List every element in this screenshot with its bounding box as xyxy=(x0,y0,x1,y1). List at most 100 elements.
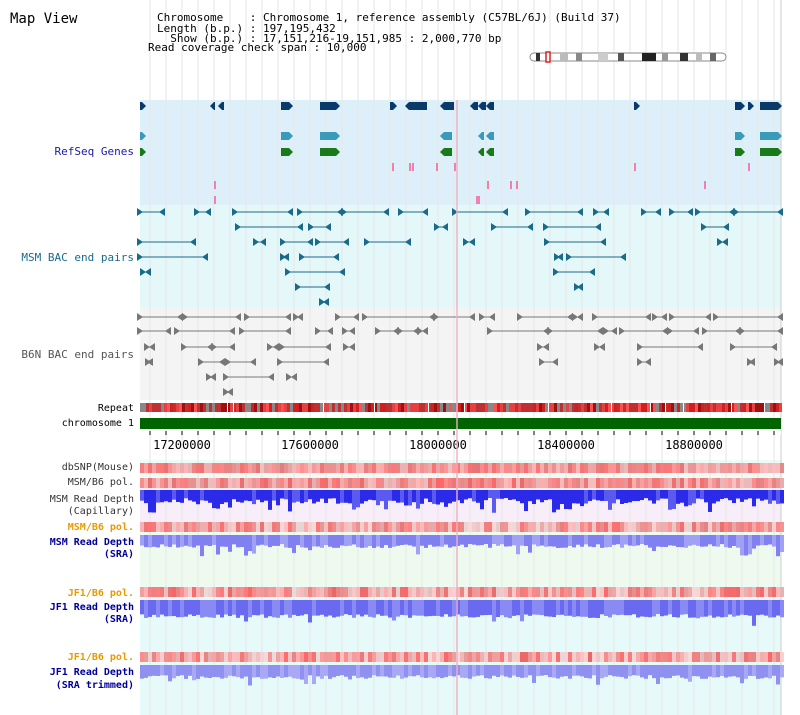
heat-cell xyxy=(308,652,312,662)
depth-bar xyxy=(432,535,436,547)
depth-bar xyxy=(196,665,200,679)
repeat-segment xyxy=(218,403,221,412)
heat-cell xyxy=(428,522,432,532)
heat-cell xyxy=(388,478,392,488)
heat-cell xyxy=(480,587,484,597)
depth-bar xyxy=(688,665,692,682)
heat-cell xyxy=(292,478,296,488)
depth-bar xyxy=(284,535,288,548)
heat-cell xyxy=(352,478,356,488)
heat-cell xyxy=(204,463,208,473)
depth-bar xyxy=(688,490,692,506)
depth-bar xyxy=(156,535,160,548)
heat-cell xyxy=(320,463,324,473)
b6n-bac-pair-end xyxy=(229,343,235,351)
depth-bar xyxy=(260,535,264,545)
heat-cell xyxy=(228,652,232,662)
repeat-segment xyxy=(587,403,590,412)
repeat-segment xyxy=(536,403,539,412)
heat-cell xyxy=(612,522,616,532)
depth-bar xyxy=(464,600,468,617)
depth-bar xyxy=(648,535,652,548)
b6n-bac-pair-end xyxy=(137,327,143,335)
msm-bac-pair-end xyxy=(235,223,241,231)
repeat-segment xyxy=(416,403,419,412)
b6n-bac-pair-end xyxy=(567,313,573,321)
depth-bar xyxy=(452,600,456,617)
depth-bar xyxy=(512,665,516,676)
depth-bar xyxy=(616,665,620,677)
msm-bac-pair-end xyxy=(452,208,458,216)
depth-bar xyxy=(760,490,764,501)
depth-bar xyxy=(372,490,376,501)
depth-bar xyxy=(380,665,384,677)
depth-bar xyxy=(692,490,696,504)
heat-cell xyxy=(168,522,172,532)
heat-cell xyxy=(480,652,484,662)
depth-bar xyxy=(460,600,464,617)
heat-cell xyxy=(292,463,296,473)
gene-glyph xyxy=(486,102,494,110)
depth-bar xyxy=(548,600,552,617)
heat-cell xyxy=(316,652,320,662)
heat-cell xyxy=(212,522,216,532)
repeat-segment xyxy=(608,403,611,412)
depth-bar xyxy=(424,665,428,678)
gene-glyph xyxy=(390,102,397,110)
repeat-segment xyxy=(770,403,773,412)
depth-bar xyxy=(368,665,372,678)
refseq-gene-glyphs[interactable] xyxy=(140,102,782,204)
b6n-bac-pair-end xyxy=(223,373,229,381)
depth-bar xyxy=(556,490,560,510)
heat-cell xyxy=(560,652,564,662)
depth-bar xyxy=(704,665,708,679)
depth-bar xyxy=(220,600,224,618)
heat-cell xyxy=(680,478,684,488)
repeat-segment xyxy=(242,403,245,412)
b6n-bac-pair-end xyxy=(211,343,217,351)
heat-cell xyxy=(760,652,764,662)
depth-bar xyxy=(420,490,424,504)
depth-bar xyxy=(776,665,780,685)
heat-cell xyxy=(268,652,272,662)
heat-cell xyxy=(452,652,456,662)
depth-bar xyxy=(512,535,516,546)
heat-cell xyxy=(684,587,688,597)
heat-cell xyxy=(172,587,176,597)
depth-bar xyxy=(432,665,436,679)
depth-bar xyxy=(764,600,768,616)
depth-bar xyxy=(192,600,196,617)
heat-cell xyxy=(352,522,356,532)
heat-cell xyxy=(628,478,632,488)
heat-cell xyxy=(776,587,780,597)
b6n-bac-pair-end xyxy=(229,327,235,335)
heat-cell xyxy=(768,587,772,597)
heat-cell xyxy=(756,652,760,662)
depth-bar xyxy=(720,535,724,545)
heat-cell xyxy=(548,463,552,473)
heat-cell xyxy=(700,652,704,662)
b6n-bac-pairs[interactable] xyxy=(137,313,783,396)
depth-bar xyxy=(700,535,704,547)
msm-bac-pairs[interactable] xyxy=(137,208,783,306)
heat-cell xyxy=(260,652,264,662)
heat-cell xyxy=(364,463,368,473)
depth-bar xyxy=(724,600,728,617)
heat-cell xyxy=(568,652,572,662)
msm-bac-pair-end xyxy=(343,238,349,246)
heat-cell xyxy=(620,463,624,473)
depth-bar xyxy=(664,600,668,616)
repeat-segment xyxy=(203,403,206,412)
depth-bar xyxy=(172,600,176,617)
depth-bar xyxy=(360,600,364,617)
gene-glyph xyxy=(281,148,293,156)
b6n-bac-pair-end xyxy=(572,313,578,321)
repeat-segment xyxy=(263,403,266,412)
heat-cell xyxy=(536,652,540,662)
repeat-segment xyxy=(260,403,263,412)
msm-bac-pair-end xyxy=(140,268,146,276)
heat-cell xyxy=(344,478,348,488)
heat-cell xyxy=(760,587,764,597)
b6n-bac-pair-end xyxy=(327,327,333,335)
depth-bar xyxy=(504,600,508,618)
